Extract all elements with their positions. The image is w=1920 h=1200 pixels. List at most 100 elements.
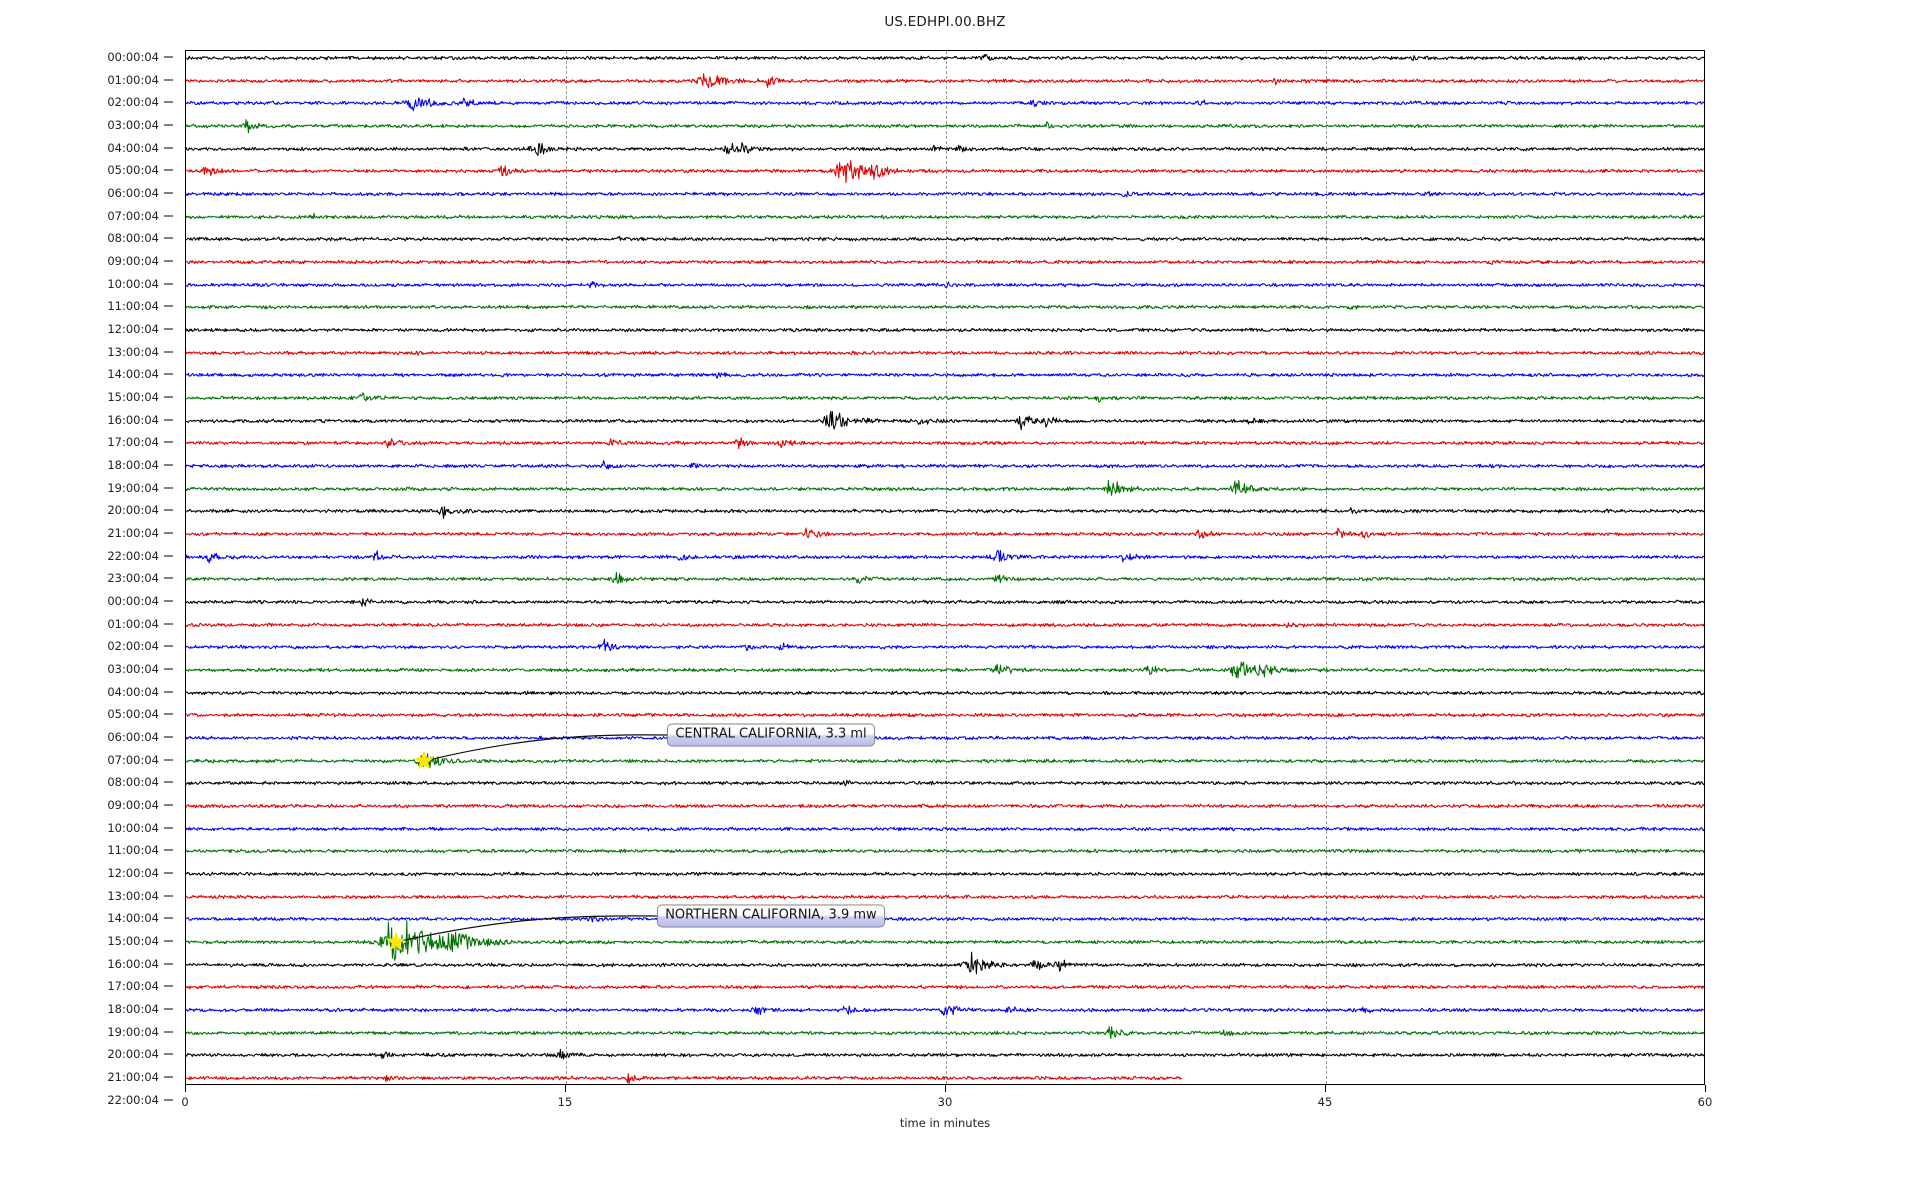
y-axis-tick-label: 23:00:04 [107, 571, 159, 586]
y-axis-tick-label: 02:00:04 [107, 95, 159, 110]
y-axis-tick-label: 21:00:04 [107, 1070, 159, 1084]
gridline-vertical [946, 51, 947, 1084]
y-axis-tick-label: 22:00:04 [107, 548, 159, 563]
y-axis-tick-label: 08:00:04 [107, 775, 159, 790]
x-axis-label: time in minutes [899, 1116, 991, 1130]
y-axis-tick-label: 02:00:04 [107, 639, 159, 654]
plot-area: CENTRAL CALIFORNIA, 3.3 ml NORTHERN CALIF… [185, 50, 1705, 1085]
x-axis-tick-mark [1325, 1085, 1326, 1092]
y-axis-tick-mark [164, 147, 173, 149]
y-axis-tick-label: 03:00:04 [107, 662, 159, 676]
y-axis-tick-mark [164, 351, 173, 353]
trace-path [186, 1073, 1182, 1084]
y-axis-tick-mark [164, 940, 173, 942]
y-axis-tick-mark [164, 419, 173, 421]
y-axis-tick-label: 01:00:04 [107, 72, 159, 87]
y-axis-tick-mark [164, 192, 173, 194]
y-axis-tick-label: 07:00:04 [107, 752, 159, 767]
chart-title-text: US.EDHPI.00.BHZ [884, 14, 1006, 30]
y-axis-tick-mark [164, 691, 173, 693]
y-axis-tick-mark [164, 713, 173, 715]
y-axis-tick-mark [164, 79, 173, 81]
y-axis-tick-label: 10:00:04 [107, 276, 159, 291]
y-axis-tick-mark [164, 1053, 173, 1055]
y-axis-tick-label: 15:00:04 [107, 934, 159, 948]
y-axis-tick-label: 04:00:04 [107, 684, 159, 699]
y-axis-tick-mark [164, 237, 173, 239]
y-axis-tick-mark [164, 623, 173, 625]
y-axis-tick-mark [164, 577, 173, 579]
y-axis-tick-label: 04:00:04 [107, 140, 159, 155]
y-axis-tick-label: 09:00:04 [107, 254, 159, 268]
y-axis-tick-mark [164, 509, 173, 511]
y-axis-tick-mark [164, 101, 173, 103]
y-axis-tick-mark [164, 305, 173, 307]
y-axis-tick-label: 14:00:04 [107, 367, 159, 382]
y-axis-tick-label: 06:00:04 [107, 186, 159, 200]
y-axis-tick-label: 05:00:04 [107, 707, 159, 722]
y-axis-tick-label: 17:00:04 [107, 435, 159, 450]
x-axis-tick-label: 60 [1697, 1095, 1713, 1109]
y-axis-tick-mark [164, 895, 173, 897]
y-axis-tick-label: 14:00:04 [107, 911, 159, 926]
y-axis-tick-mark [164, 781, 173, 783]
x-axis-tick-mark [945, 1085, 946, 1092]
y-axis-tick-mark [164, 1031, 173, 1033]
y-axis-tick-mark [164, 668, 173, 670]
x-axis-tick-mark [1705, 1085, 1706, 1092]
y-axis-tick-mark [164, 1008, 173, 1010]
y-axis-tick-label: 17:00:04 [107, 979, 159, 994]
y-axis-tick-label: 21:00:04 [107, 526, 159, 540]
y-axis-tick-mark [164, 56, 173, 58]
y-axis-tick-mark [164, 985, 173, 987]
x-axis-tick-label: 15 [557, 1095, 573, 1109]
y-axis-tick-label: 01:00:04 [107, 616, 159, 631]
event-star-icon [386, 931, 407, 951]
y-axis-tick-mark [164, 849, 173, 851]
y-axis-tick-mark [164, 827, 173, 829]
y-axis-tick-mark [164, 260, 173, 262]
y-axis-tick-label: 16:00:04 [107, 956, 159, 971]
x-axis-tick-mark [185, 1085, 186, 1092]
y-axis-tick-mark [164, 464, 173, 466]
event-label-box[interactable]: CENTRAL CALIFORNIA, 3.3 ml [667, 723, 875, 747]
x-axis: time in minutes 0 15 30 45 60 [181, 1085, 1712, 1145]
event-leader-line [423, 733, 668, 762]
y-axis-tick-label: 12:00:04 [107, 866, 159, 880]
x-axis-tick-label: 0 [181, 1095, 189, 1109]
y-axis-tick-label: 11:00:04 [107, 843, 159, 858]
event-star-icon [414, 750, 435, 770]
event-leader-line [396, 915, 658, 943]
x-axis-tick-mark [565, 1085, 566, 1092]
y-axis-tick-mark [164, 283, 173, 285]
event-label-box[interactable]: NORTHERN CALIFORNIA, 3.9 mw [657, 904, 885, 928]
y-axis-tick-label: 08:00:04 [107, 231, 159, 246]
y-axis-tick-mark [164, 872, 173, 874]
y-axis-tick-label: 13:00:04 [107, 888, 159, 903]
y-axis-tick-mark [164, 1076, 173, 1078]
x-axis-tick-label: 30 [937, 1095, 953, 1109]
y-axis-tick-mark [164, 645, 173, 647]
y-axis-tick-label: 18:00:04 [107, 458, 159, 472]
y-axis-tick-label: 22:00:04 [107, 1092, 159, 1107]
y-axis-tick-mark [164, 1099, 173, 1101]
y-axis-tick-mark [164, 555, 173, 557]
y-axis-tick-mark [164, 328, 173, 330]
y-axis-tick-label: 05:00:04 [107, 163, 159, 178]
y-axis-tick-label: 09:00:04 [107, 798, 159, 812]
y-axis-tick-label: 00:00:04 [107, 50, 159, 64]
y-axis-tick-mark [164, 169, 173, 171]
y-axis-tick-mark [164, 963, 173, 965]
y-axis-tick-mark [164, 804, 173, 806]
y-axis-tick-mark [164, 532, 173, 534]
y-axis-tick-label: 20:00:04 [107, 1047, 159, 1062]
y-axis-tick-mark [164, 215, 173, 217]
y-axis-tick-label: 00:00:04 [107, 594, 159, 608]
y-axis-tick-mark [164, 441, 173, 443]
y-axis-tick-label: 11:00:04 [107, 299, 159, 314]
x-axis-tick-label: 45 [1317, 1095, 1333, 1109]
y-axis-tick-label: 20:00:04 [107, 503, 159, 518]
y-axis-tick-label: 12:00:04 [107, 322, 159, 336]
y-axis-tick-mark [164, 600, 173, 602]
